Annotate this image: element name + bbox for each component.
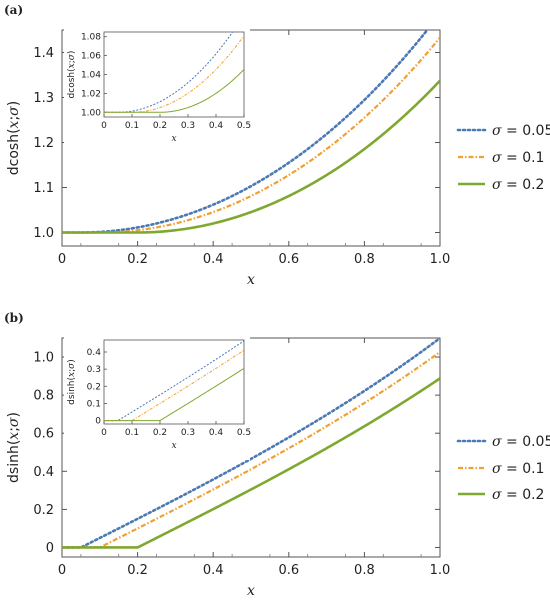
inset-x-tick-label: 0.1 [125,428,139,438]
y-tick-label: 1.4 [33,46,54,61]
legend-label: σ = 0.2 [492,487,544,503]
inset-x-axis-label: x [171,134,176,144]
y-tick-label: 1.1 [33,181,54,196]
inset-x-tick-label: 0.2 [153,121,167,131]
legend-label: σ = 0.1 [492,461,544,477]
inset-x-tick-label: 0.4 [209,121,224,131]
inset-background [64,336,250,460]
inset-x-tick-label: 0 [101,121,107,131]
inset-y-axis-label: dsinh(x;σ) [67,359,77,405]
inset-y-tick-label: 1.06 [81,52,101,62]
x-tick-label: 0 [58,563,66,578]
inset-y-tick-label: 1.08 [81,33,101,43]
y-tick-label: 0.2 [33,503,54,518]
inset-x-tick-label: 0.4 [209,428,224,438]
inset-series-line [104,340,244,422]
inset-x-tick-label: 0.3 [181,121,195,131]
x-tick-label: 0.4 [203,563,224,578]
inset-frame [103,339,245,425]
series-line [62,79,440,234]
x-tick-label: 0.2 [127,252,148,267]
inset-x-tick-label: 0.5 [237,428,251,438]
x-tick-label: 0.8 [354,252,375,267]
inset-series-line [104,367,244,422]
y-tick-label: 1.2 [33,136,54,151]
series-line [62,338,440,549]
inset-y-axis-label: dcosh(x;σ) [67,51,77,99]
inset-y-tick-label: 1.02 [81,89,101,99]
inset-x-tick-label: 0.2 [153,428,167,438]
inset-x-tick-label: 0.5 [237,121,251,131]
plot-frame [61,337,441,558]
series-line [62,377,440,549]
inset-y-tick-label: 0.3 [87,365,101,375]
x-tick-label: 0 [58,252,66,267]
y-tick-label: 1.0 [33,226,54,241]
y-axis-label: dsinh(x;σ) [6,412,22,483]
inset-y-tick-label: 1.04 [81,71,101,81]
y-axis-label: dcosh(x;σ) [6,101,22,175]
x-tick-label: 0.4 [203,252,224,267]
inset-y-tick-label: 0.1 [87,399,101,409]
inset-y-tick-label: 0 [95,417,101,427]
inset-background [64,28,250,153]
y-tick-label: 1.0 [33,351,54,366]
inset-y-tick-label: 0.2 [87,382,101,392]
plot-frame [61,29,441,247]
x-tick-label: 1.0 [430,252,451,267]
inset-x-tick-label: 0 [101,428,107,438]
legend-label: σ = 0.2 [492,177,544,193]
panel-label: (b) [4,311,24,325]
y-tick-label: 0.8 [33,389,54,404]
x-tick-label: 0.6 [278,563,299,578]
inset-y-tick-label: 1.00 [81,108,101,118]
series-line [62,351,440,549]
inset-series-line [104,69,244,113]
x-axis-label: x [247,583,255,599]
x-tick-label: 0.8 [354,563,375,578]
x-tick-label: 0.2 [127,563,148,578]
y-tick-label: 0 [46,541,54,556]
panel-label: (a) [4,3,23,17]
legend-label: σ = 0.1 [492,150,544,166]
x-tick-label: 1.0 [430,563,451,578]
series-line [62,30,429,234]
y-tick-label: 1.3 [33,91,54,106]
legend-label: σ = 0.05 [492,123,550,139]
y-tick-label: 0.4 [33,465,54,480]
legend-label: σ = 0.05 [492,434,550,450]
inset-x-tick-label: 0.3 [181,428,195,438]
inset-y-tick-label: 0.4 [87,348,102,358]
inset-x-axis-label: x [171,441,176,451]
x-axis-label: x [247,272,255,288]
inset-series-line [104,32,234,113]
y-tick-label: 0.6 [33,427,54,442]
x-tick-label: 0.6 [278,252,299,267]
inset-x-tick-label: 0.1 [125,121,139,131]
